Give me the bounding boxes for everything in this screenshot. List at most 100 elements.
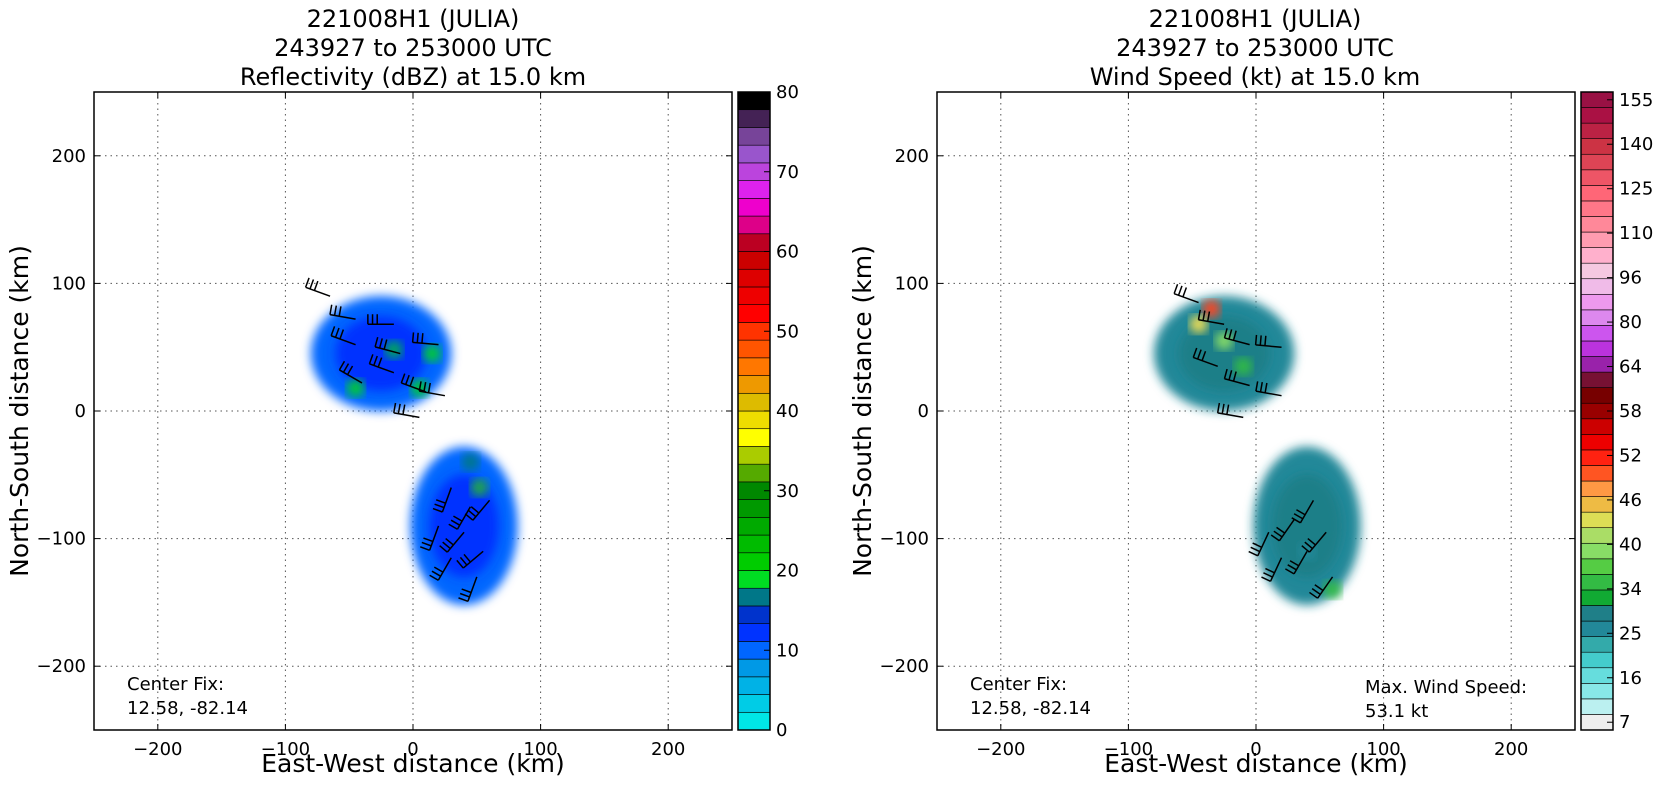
- colorbar-tick-label: 64: [1619, 357, 1642, 378]
- colorbar-tick-label: 58: [1619, 401, 1642, 422]
- colorbar-bin: [1580, 511, 1614, 529]
- colorbar-bin: [1580, 434, 1614, 451]
- colorbar-tick-label: 96: [1619, 268, 1642, 289]
- colorbar-bin: [737, 463, 771, 483]
- wind-barb: [374, 336, 401, 355]
- colorbar-bin: [737, 286, 771, 305]
- wind-barb: [400, 373, 427, 393]
- intensity-cell: [1323, 580, 1342, 599]
- wind-barb: [393, 402, 420, 419]
- colorbar-bin: [737, 233, 771, 252]
- colorbar-bin: [1580, 698, 1614, 715]
- center-fix-label: Center Fix:: [970, 674, 1067, 695]
- x-tick-label: −100: [261, 739, 310, 760]
- colorbar-bin: [737, 109, 771, 128]
- x-tick-label: −200: [976, 739, 1025, 760]
- colorbar-bin: [737, 375, 771, 394]
- colorbar-bin: [737, 410, 771, 430]
- wind-barb: [432, 487, 452, 513]
- y-axis-label: North-South distance (km): [5, 245, 34, 577]
- colorbar-bin: [1580, 325, 1614, 342]
- colorbar-tick-label: 0: [776, 720, 787, 741]
- center-fix-value: 12.58, -82.14: [970, 698, 1091, 719]
- wind-barb: [367, 314, 394, 325]
- wind-barb: [338, 360, 363, 384]
- chart-title-line-2: 243927 to 253000 UTC: [1116, 34, 1394, 62]
- intensity-cell: [461, 453, 480, 472]
- intensity-cell: [423, 344, 442, 363]
- wind-barb: [439, 531, 465, 553]
- y-tick-label: 100: [52, 273, 86, 294]
- y-tick-label: 100: [895, 273, 929, 294]
- intensity-cell: [1202, 299, 1221, 318]
- x-tick-label: −100: [1104, 739, 1153, 760]
- colorbar-bin: [1580, 278, 1614, 295]
- colorbar-tick-label: 140: [1619, 134, 1653, 155]
- wind-barb: [1301, 531, 1327, 553]
- wind-barb: [1197, 309, 1225, 325]
- x-tick-label: 200: [1494, 739, 1528, 760]
- colorbar-bin: [737, 623, 771, 642]
- wind-speed-field: [1153, 296, 1361, 605]
- x-tick-label: 0: [1250, 739, 1261, 760]
- axis-ticks: −200 −100 0 100 200 −200 −100 0 100 200: [37, 92, 732, 760]
- colorbar-bin: [737, 180, 771, 199]
- colorbar-bin: [1580, 667, 1614, 684]
- colorbar-bin: [737, 446, 771, 465]
- wind-barbs: [304, 277, 491, 603]
- intensity-cell: [346, 379, 365, 398]
- colorbar-bin: [1580, 418, 1614, 435]
- wind-barb: [1223, 368, 1250, 387]
- x-tick-label: 0: [407, 739, 418, 760]
- colorbar-tick-label: 34: [1619, 579, 1642, 600]
- wind-barb: [304, 277, 331, 297]
- intensity-cell: [1215, 331, 1234, 350]
- colorbar-bin: [1580, 636, 1614, 653]
- wind-barb: [1192, 347, 1218, 368]
- colorbar-bin: [737, 517, 771, 536]
- y-tick-label: 0: [918, 401, 929, 422]
- y-tick-label: 0: [75, 401, 86, 422]
- colorbar-bin: [1580, 340, 1614, 357]
- colorbar-tick-label: 155: [1619, 90, 1653, 111]
- colorbar-bin: [737, 570, 771, 589]
- max-wind-value: 53.1 kt: [1365, 701, 1428, 722]
- wind-barb: [418, 381, 446, 397]
- x-tick-label: 100: [523, 739, 557, 760]
- colorbar-bin: [737, 251, 771, 270]
- colorbar-bin: [737, 605, 771, 624]
- wind-barb: [464, 499, 491, 521]
- colorbar-tick-label: 80: [1619, 312, 1642, 333]
- wind-barb: [429, 557, 452, 581]
- colorbar-bin: [1580, 574, 1614, 591]
- intensity-cell: [384, 340, 403, 359]
- colorbar-bin: [1580, 247, 1614, 264]
- wind-barb: [458, 576, 478, 603]
- colorbar-bin: [1580, 683, 1614, 700]
- colorbar-bin: [737, 127, 771, 146]
- wind-barb: [1255, 381, 1282, 397]
- colorbar: 0 10 20 30 40 50 60 70 80: [737, 82, 799, 741]
- colorbar-tick-label: 10: [776, 640, 799, 661]
- wind-barb: [1291, 499, 1315, 524]
- colorbar-tick-label: 20: [776, 561, 799, 582]
- wind-barb: [1270, 519, 1295, 542]
- colorbar-tick-label: 125: [1619, 179, 1653, 200]
- colorbar-tick-label: 25: [1619, 623, 1642, 644]
- colorbar-tick-label: 30: [776, 481, 799, 502]
- axis-ticks: −200 −100 0 100 200 −200 −100 0 100 200: [880, 92, 1575, 760]
- colorbar-tick-label: 7: [1619, 712, 1630, 733]
- colorbar: 7 16 25 34 40 46 52 58 64 80 96 110 125 140 155: [1580, 90, 1653, 733]
- colorbar-bin: [737, 198, 771, 217]
- colorbar-tick-label: 60: [776, 242, 799, 263]
- intensity-cell: [1234, 357, 1253, 376]
- colorbar-tick-label: 46: [1619, 490, 1642, 511]
- colorbar-bin: [737, 339, 771, 359]
- colorbar-bin: [1580, 356, 1614, 373]
- x-axis-label: East-West distance (km): [1104, 749, 1408, 778]
- colorbar-bin: [737, 357, 771, 376]
- colorbar-bin: [1580, 480, 1614, 497]
- colorbar-bin: [737, 587, 771, 607]
- colorbar-bin: [737, 676, 771, 695]
- colorbar-bin: [1580, 620, 1614, 637]
